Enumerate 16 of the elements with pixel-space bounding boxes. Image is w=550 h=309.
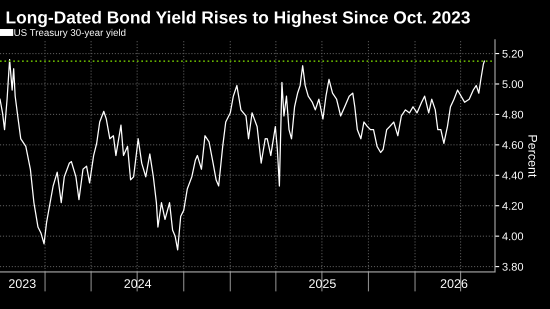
y-tick-label: 5.00: [502, 80, 524, 88]
x-tick-label: 2024: [124, 279, 152, 288]
chart-title: Long-Dated Bond Yield Rises to Highest Since Oct. 2023: [6, 10, 470, 28]
legend-label: US Treasury 30-year yield: [14, 28, 126, 38]
x-tick-label: 2023: [8, 279, 36, 288]
x-tick-label: 2026: [440, 279, 468, 288]
y-tick-label: 4.60: [502, 141, 524, 149]
y-tick-label: 3.80: [502, 262, 524, 271]
y-tick-label: 4.20: [502, 202, 524, 210]
x-tick-label: 2025: [309, 279, 336, 288]
line-series: [0, 59, 485, 250]
y-axis-title: Percent: [528, 135, 537, 178]
y-tick-label: 4.00: [502, 232, 524, 240]
y-tick-label: 5.20: [502, 50, 524, 58]
y-tick-label: 4.80: [502, 110, 524, 119]
y-tick-label: 4.40: [502, 172, 524, 180]
